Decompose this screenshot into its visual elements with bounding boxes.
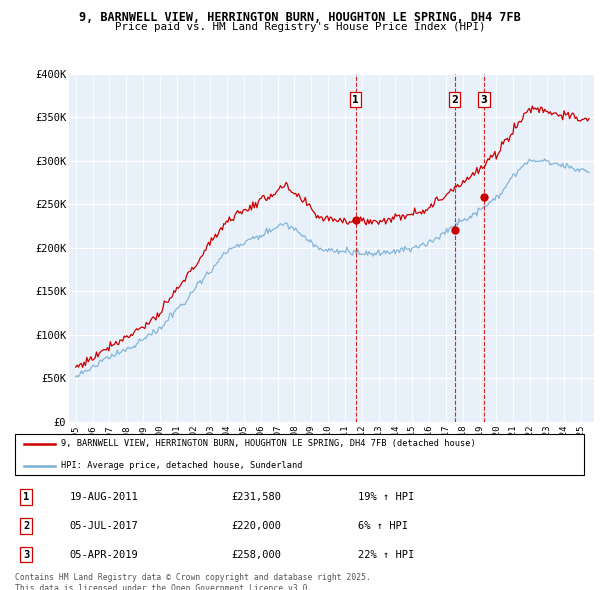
Text: 9, BARNWELL VIEW, HERRINGTON BURN, HOUGHTON LE SPRING, DH4 7FB: 9, BARNWELL VIEW, HERRINGTON BURN, HOUGH… [79,11,521,24]
Text: 2: 2 [451,95,458,105]
Text: 1: 1 [23,492,29,502]
Text: 22% ↑ HPI: 22% ↑ HPI [358,549,414,559]
Text: 05-APR-2019: 05-APR-2019 [70,549,139,559]
Text: 9, BARNWELL VIEW, HERRINGTON BURN, HOUGHTON LE SPRING, DH4 7FB (detached house): 9, BARNWELL VIEW, HERRINGTON BURN, HOUGH… [61,439,476,448]
Text: 19% ↑ HPI: 19% ↑ HPI [358,492,414,502]
Text: £231,580: £231,580 [231,492,281,502]
Text: 3: 3 [481,95,487,105]
Text: £220,000: £220,000 [231,521,281,530]
Text: Contains HM Land Registry data © Crown copyright and database right 2025.
This d: Contains HM Land Registry data © Crown c… [15,573,371,590]
Text: 3: 3 [23,549,29,559]
Text: Price paid vs. HM Land Registry's House Price Index (HPI): Price paid vs. HM Land Registry's House … [115,22,485,32]
Text: 19-AUG-2011: 19-AUG-2011 [70,492,139,502]
Text: 2: 2 [23,521,29,530]
Text: 1: 1 [352,95,359,105]
Text: HPI: Average price, detached house, Sunderland: HPI: Average price, detached house, Sund… [61,461,302,470]
Text: 05-JUL-2017: 05-JUL-2017 [70,521,139,530]
Text: £258,000: £258,000 [231,549,281,559]
FancyBboxPatch shape [15,434,584,475]
Text: 6% ↑ HPI: 6% ↑ HPI [358,521,407,530]
